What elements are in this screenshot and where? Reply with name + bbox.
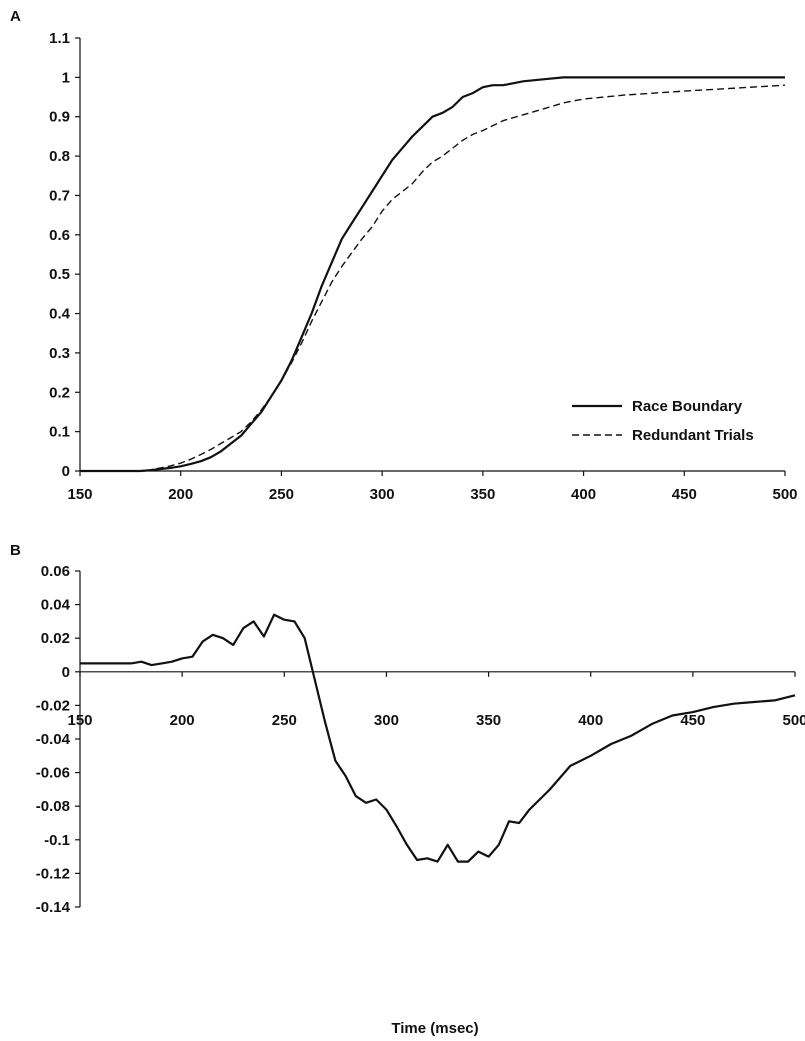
- panel-label: A: [10, 8, 21, 25]
- y-tick-label: 0.02: [41, 630, 70, 647]
- y-tick-label: 0.2: [49, 384, 70, 401]
- x-tick-label: 200: [170, 712, 195, 729]
- series-line-race-boundary: [80, 76, 785, 473]
- legend-label: Redundant Trials: [632, 427, 754, 444]
- y-tick-label: 0.3: [49, 345, 70, 362]
- x-tick-label: 500: [772, 486, 797, 503]
- panel-a: A 0 0.1 0.2 0.3 0.4 0.5 0.6 0.7 0.8 0.9 1 1.1 150 200 2…: [10, 8, 798, 503]
- x-tick-label: 500: [782, 712, 805, 729]
- y-tick-label: 1: [62, 69, 70, 86]
- y-tick-label: -0.06: [36, 765, 70, 782]
- x-tick-label: 450: [672, 486, 697, 503]
- y-tick-label: 0: [62, 664, 70, 681]
- panel-label: B: [10, 542, 21, 559]
- y-tick-label: 0.9: [49, 109, 70, 126]
- x-tick-label: 400: [571, 486, 596, 503]
- x-axis-title: Time (msec): [391, 1020, 478, 1037]
- y-tick-label: 0.7: [49, 187, 70, 204]
- y-tick-label: 0.06: [41, 563, 70, 580]
- y-tick-label: 0.6: [49, 227, 70, 244]
- y-tick-label: -0.14: [36, 899, 71, 916]
- legend-label: Race Boundary: [632, 398, 743, 415]
- y-tick-label: -0.1: [44, 832, 70, 849]
- y-tick-label: -0.04: [36, 731, 71, 748]
- y-tick-label: 0.5: [49, 266, 70, 283]
- x-tick-label: 400: [578, 712, 603, 729]
- panel-b: B 0.06 0.04 0.02 0 -0.02 -0.04 -0.06 -0.08 -0.1 -0…: [10, 542, 805, 1037]
- series-line-redundant-trials: [80, 84, 786, 472]
- y-tick-label: 1.1: [49, 30, 70, 47]
- x-tick-label: 150: [67, 712, 92, 729]
- y-tick-label: -0.12: [36, 865, 70, 882]
- series-line-difference: [80, 613, 796, 863]
- x-tick-label: 300: [370, 486, 395, 503]
- x-tick-label: 250: [272, 712, 297, 729]
- x-tick-label: 350: [476, 712, 501, 729]
- x-tick-label: 300: [374, 712, 399, 729]
- x-tick-label: 450: [680, 712, 705, 729]
- x-tick-label: 250: [269, 486, 294, 503]
- y-tick-label: -0.08: [36, 798, 70, 815]
- y-tick-label: 0.04: [41, 597, 71, 614]
- y-tick-label: 0.8: [49, 148, 70, 165]
- y-tick-label: 0.4: [49, 306, 71, 323]
- y-tick-label: 0.1: [49, 424, 70, 441]
- x-tick-label: 350: [470, 486, 495, 503]
- x-tick-label: 150: [67, 486, 92, 503]
- y-tick-label: 0: [62, 463, 70, 480]
- y-tick-label: -0.02: [36, 697, 70, 714]
- x-tick-label: 200: [168, 486, 193, 503]
